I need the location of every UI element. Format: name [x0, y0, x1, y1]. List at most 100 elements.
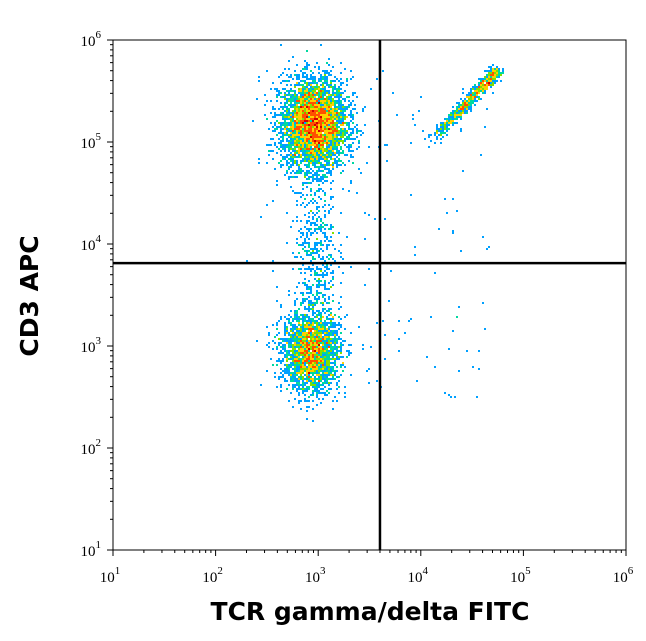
event-dot — [472, 92, 474, 94]
event-dot — [322, 92, 324, 94]
event-dot — [288, 366, 290, 368]
event-dot — [314, 146, 316, 148]
event-dot — [306, 332, 308, 334]
event-dot — [298, 172, 300, 174]
event-dot — [446, 120, 448, 122]
event-dot — [304, 324, 306, 326]
event-dot — [312, 222, 314, 224]
event-dot — [328, 148, 330, 150]
event-dot — [302, 360, 304, 362]
event-dot — [320, 368, 322, 370]
event-dot — [318, 370, 320, 372]
event-dot — [434, 142, 436, 144]
event-dot — [304, 132, 306, 134]
event-dot — [296, 238, 298, 240]
event-dot — [344, 108, 346, 110]
event-dot — [330, 174, 332, 176]
event-dot — [344, 114, 346, 116]
event-dot — [314, 158, 316, 160]
event-dot — [294, 120, 296, 122]
event-dot — [326, 360, 328, 362]
event-dot — [436, 130, 438, 132]
event-dot — [326, 274, 328, 276]
event-dot — [258, 80, 260, 82]
event-dot — [314, 376, 316, 378]
event-dot — [290, 120, 292, 122]
event-dot — [332, 284, 334, 286]
event-dot — [324, 210, 326, 212]
event-dot — [320, 334, 322, 336]
event-dot — [294, 112, 296, 114]
event-dot — [322, 340, 324, 342]
event-dot — [304, 326, 306, 328]
event-dot — [312, 148, 314, 150]
event-dot — [276, 128, 278, 130]
event-dot — [322, 352, 324, 354]
event-dot — [278, 378, 280, 380]
event-dot — [324, 284, 326, 286]
event-dot — [320, 138, 322, 140]
event-dot — [316, 162, 318, 164]
event-dot — [328, 244, 330, 246]
event-dot — [278, 320, 280, 322]
event-dot — [306, 154, 308, 156]
event-dot — [310, 348, 312, 350]
event-dot — [316, 140, 318, 142]
event-dot — [308, 144, 310, 146]
event-dot — [272, 260, 274, 262]
event-dot — [446, 118, 448, 120]
event-dot — [292, 320, 294, 322]
event-dot — [296, 132, 298, 134]
event-dot — [268, 346, 270, 348]
event-dot — [304, 72, 306, 74]
event-dot — [308, 406, 310, 408]
event-dot — [296, 368, 298, 370]
event-dot — [296, 334, 298, 336]
event-dot — [334, 354, 336, 356]
event-dot — [316, 354, 318, 356]
event-dot — [320, 342, 322, 344]
event-dot — [324, 200, 326, 202]
event-dot — [292, 112, 294, 114]
event-dot — [310, 148, 312, 150]
event-dot — [308, 122, 310, 124]
event-dot — [302, 298, 304, 300]
event-dot — [324, 386, 326, 388]
event-dot — [324, 154, 326, 156]
event-dot — [286, 154, 288, 156]
event-dot — [332, 104, 334, 106]
event-dot — [322, 94, 324, 96]
event-dot — [324, 370, 326, 372]
event-dot — [310, 102, 312, 104]
event-dot — [330, 108, 332, 110]
event-dot — [452, 112, 454, 114]
event-dot — [320, 108, 322, 110]
event-dot — [344, 144, 346, 146]
event-dot — [356, 136, 358, 138]
event-dot — [308, 322, 310, 324]
event-dot — [318, 160, 320, 162]
event-dot — [292, 354, 294, 356]
event-dot — [290, 372, 292, 374]
event-dot — [322, 374, 324, 376]
event-dot — [304, 306, 306, 308]
event-dot — [300, 110, 302, 112]
event-dot — [320, 356, 322, 358]
event-dot — [306, 322, 308, 324]
event-dot — [280, 384, 282, 386]
event-dot — [312, 78, 314, 80]
event-dot — [436, 138, 438, 140]
event-dot — [326, 340, 328, 342]
event-dot — [330, 388, 332, 390]
event-dot — [298, 282, 300, 284]
event-dot — [320, 106, 322, 108]
event-dot — [332, 244, 334, 246]
event-dot — [442, 122, 444, 124]
event-dot — [326, 266, 328, 268]
event-dot — [306, 254, 308, 256]
event-dot — [296, 78, 298, 80]
event-dot — [276, 346, 278, 348]
event-dot — [284, 350, 286, 352]
event-dot — [286, 326, 288, 328]
event-dot — [318, 274, 320, 276]
